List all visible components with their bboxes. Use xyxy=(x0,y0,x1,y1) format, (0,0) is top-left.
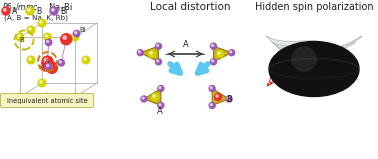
Circle shape xyxy=(46,62,57,73)
Circle shape xyxy=(16,33,24,41)
Circle shape xyxy=(52,9,54,11)
Circle shape xyxy=(73,95,75,97)
Polygon shape xyxy=(140,46,158,62)
Text: Bi: Bi xyxy=(80,27,87,33)
Circle shape xyxy=(18,35,20,37)
Circle shape xyxy=(138,51,140,53)
Text: (A, B = Na, K, Rb): (A, B = Na, K, Rb) xyxy=(4,15,68,21)
Circle shape xyxy=(216,95,218,97)
Circle shape xyxy=(44,33,51,41)
Circle shape xyxy=(16,93,24,101)
Circle shape xyxy=(40,81,42,83)
Text: B: B xyxy=(20,37,24,43)
Circle shape xyxy=(211,43,217,49)
Text: B: B xyxy=(36,7,41,15)
Circle shape xyxy=(155,59,161,65)
Text: Bi: Bi xyxy=(60,7,67,15)
Circle shape xyxy=(73,35,75,37)
Circle shape xyxy=(209,102,215,108)
Polygon shape xyxy=(212,89,229,105)
Polygon shape xyxy=(214,46,232,62)
Circle shape xyxy=(45,35,48,37)
Circle shape xyxy=(82,56,90,64)
Circle shape xyxy=(226,96,232,102)
Circle shape xyxy=(45,63,52,70)
Circle shape xyxy=(159,87,161,89)
Circle shape xyxy=(29,28,31,30)
Circle shape xyxy=(45,39,52,46)
Text: Inequivalent atomic site: Inequivalent atomic site xyxy=(7,97,87,104)
Circle shape xyxy=(46,65,49,66)
PathPatch shape xyxy=(266,36,362,54)
Circle shape xyxy=(44,93,51,101)
FancyBboxPatch shape xyxy=(0,93,93,107)
Circle shape xyxy=(29,58,31,60)
Circle shape xyxy=(292,47,316,71)
Text: Local distortion: Local distortion xyxy=(150,2,230,12)
Circle shape xyxy=(212,44,214,46)
Circle shape xyxy=(212,60,214,62)
Circle shape xyxy=(217,51,223,58)
Ellipse shape xyxy=(269,41,359,97)
Circle shape xyxy=(50,7,58,15)
Circle shape xyxy=(150,52,152,54)
Circle shape xyxy=(49,65,52,68)
Circle shape xyxy=(58,60,65,66)
Circle shape xyxy=(218,52,220,54)
Circle shape xyxy=(210,104,212,106)
Circle shape xyxy=(26,7,34,15)
Circle shape xyxy=(45,95,48,97)
Circle shape xyxy=(27,56,35,64)
Circle shape xyxy=(75,32,77,34)
Circle shape xyxy=(38,79,46,87)
Circle shape xyxy=(44,58,48,62)
Circle shape xyxy=(2,7,10,15)
Circle shape xyxy=(84,58,86,60)
Circle shape xyxy=(214,93,222,100)
Circle shape xyxy=(73,30,80,37)
Circle shape xyxy=(71,33,79,41)
Circle shape xyxy=(155,43,161,49)
Circle shape xyxy=(210,87,212,89)
Circle shape xyxy=(157,60,159,62)
Circle shape xyxy=(4,9,6,11)
Circle shape xyxy=(46,41,49,42)
Circle shape xyxy=(27,26,35,34)
Circle shape xyxy=(211,59,217,65)
Circle shape xyxy=(229,50,235,56)
Circle shape xyxy=(152,93,158,100)
Circle shape xyxy=(159,104,161,106)
Circle shape xyxy=(153,95,155,97)
Text: B: B xyxy=(226,96,232,104)
Text: A: A xyxy=(45,59,50,64)
Text: $P6_3/mmc$: $P6_3/mmc$ xyxy=(2,2,39,14)
Circle shape xyxy=(209,86,215,92)
Circle shape xyxy=(61,34,72,45)
Circle shape xyxy=(141,96,147,102)
Text: Na$_3$Bi: Na$_3$Bi xyxy=(48,2,73,14)
Circle shape xyxy=(40,21,42,23)
Circle shape xyxy=(149,51,155,58)
Circle shape xyxy=(158,102,164,108)
Circle shape xyxy=(59,61,61,63)
Polygon shape xyxy=(144,89,161,105)
Circle shape xyxy=(137,50,143,56)
Circle shape xyxy=(227,97,229,99)
Text: A: A xyxy=(157,107,163,116)
Circle shape xyxy=(18,95,20,97)
Circle shape xyxy=(28,9,30,11)
Circle shape xyxy=(230,51,232,53)
Text: Hidden spin polarization: Hidden spin polarization xyxy=(255,2,373,12)
Circle shape xyxy=(63,36,67,39)
Circle shape xyxy=(158,86,164,92)
Circle shape xyxy=(71,93,79,101)
PathPatch shape xyxy=(272,42,356,56)
Circle shape xyxy=(142,97,144,99)
Circle shape xyxy=(42,56,53,67)
Text: A: A xyxy=(12,7,17,15)
Circle shape xyxy=(157,44,159,46)
Text: A: A xyxy=(183,40,189,49)
Circle shape xyxy=(38,19,46,27)
